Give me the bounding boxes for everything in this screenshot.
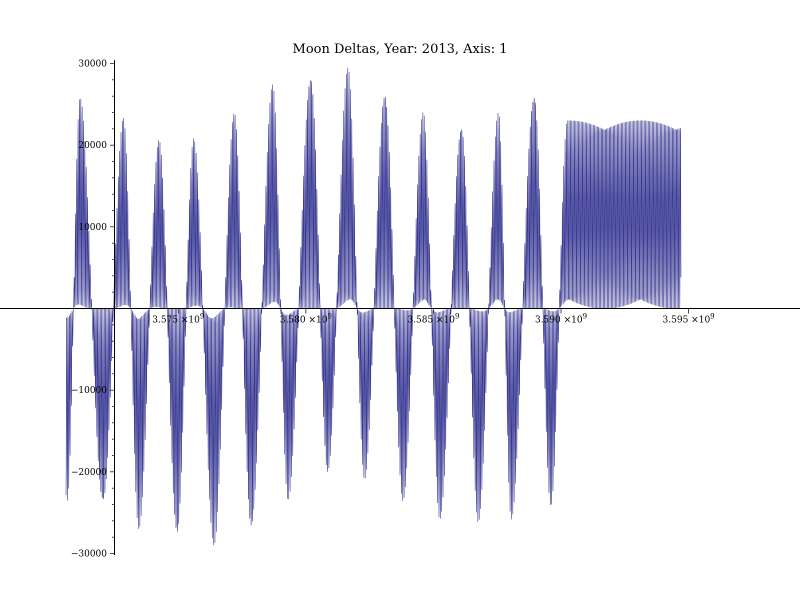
y-tick-label: −30000 <box>71 550 107 560</box>
y-tick-label: 10000 <box>78 223 107 233</box>
series-layer <box>65 67 682 546</box>
y-tick-label: −10000 <box>71 386 107 396</box>
x-tick-label: 3.580 ×109 <box>280 313 332 326</box>
x-tick-label: 3.575 ×109 <box>152 313 204 326</box>
x-tick-label: 3.595 ×109 <box>663 313 715 326</box>
chart-title: Moon Deltas, Year: 2013, Axis: 1 <box>293 42 508 57</box>
axes-layer <box>0 60 800 555</box>
x-tick-label: 3.585 ×109 <box>407 313 459 326</box>
ticks-layer: 30000 20000 10000 −10000 −20000 −30000 3.575 ×… <box>71 60 715 560</box>
series-line <box>65 67 682 546</box>
y-tick-label: −20000 <box>71 468 107 478</box>
y-tick-label: 20000 <box>78 141 107 151</box>
x-tick-label: 3.590 ×109 <box>535 313 587 326</box>
y-tick-label: 30000 <box>78 60 107 70</box>
